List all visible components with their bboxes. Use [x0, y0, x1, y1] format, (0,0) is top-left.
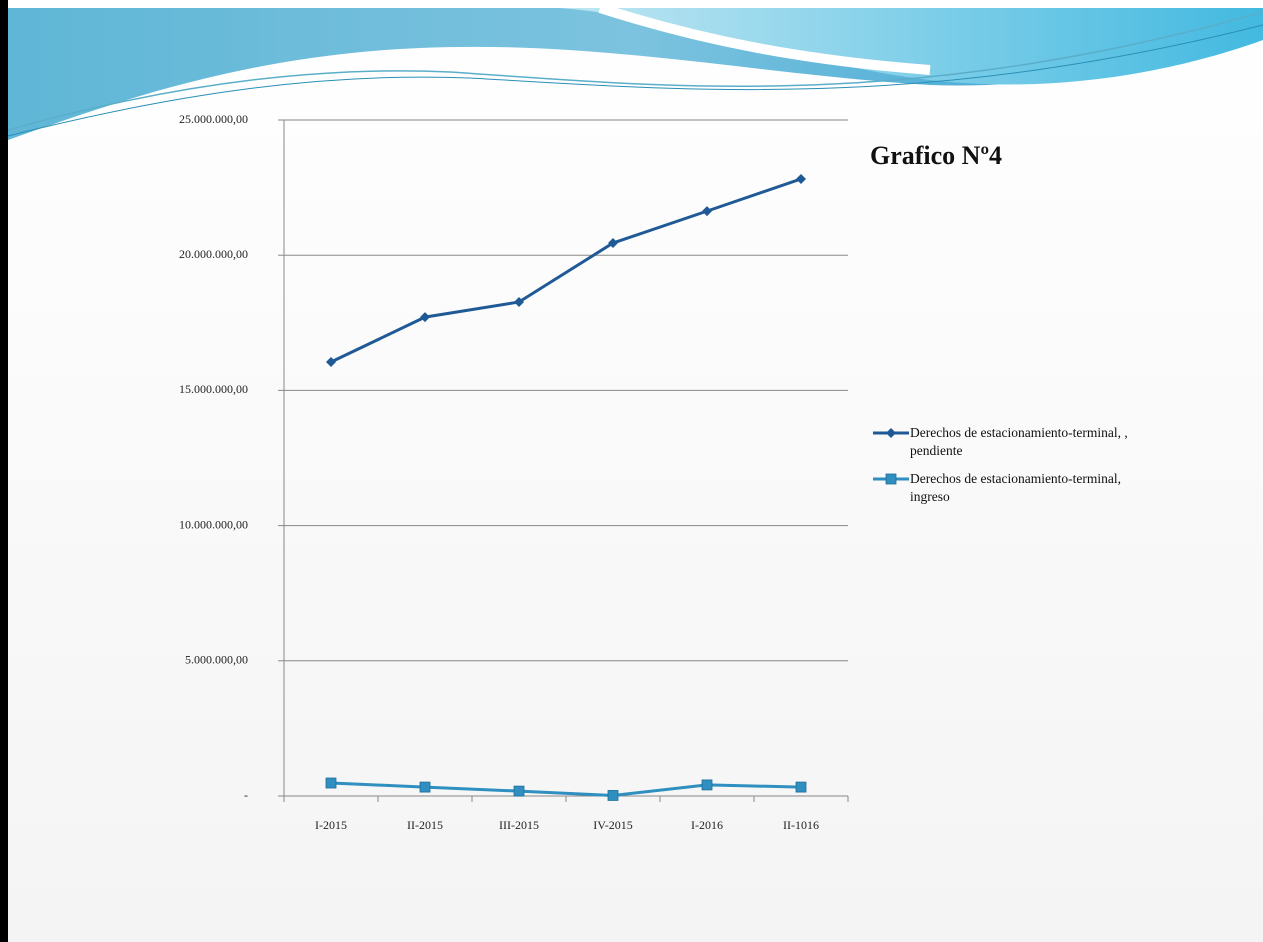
x-tick-label: III-2015 [499, 818, 539, 832]
legend-swatch [873, 473, 909, 485]
chart-title: Grafico Nº4 [870, 141, 1002, 170]
legend-item: Derechos de estacionamiento-terminal, in… [872, 470, 1162, 506]
y-tick-label: 25.000.000,00 [179, 112, 248, 126]
marker [885, 473, 897, 485]
x-tick-label: II-1016 [783, 818, 819, 832]
y-tick-label: 15.000.000,00 [179, 382, 248, 396]
border [0, 0, 8, 942]
x-tick-label: I-2016 [691, 818, 723, 832]
legend-label: Derechos de estacionamiento-terminal, in… [910, 471, 1122, 504]
marker [796, 173, 806, 184]
marker [701, 779, 713, 791]
legend: Derechos de estacionamiento-terminal, , … [872, 424, 1162, 516]
marker [886, 428, 896, 438]
marker [325, 777, 337, 789]
marker [514, 296, 524, 307]
series-line [330, 177, 802, 364]
wave [598, 3, 931, 75]
marker [702, 206, 712, 217]
marker [608, 238, 618, 249]
legend-swatch [873, 428, 909, 438]
legend-label: Derechos de estacionamiento-terminal, , … [910, 425, 1128, 458]
wave-line [7, 24, 1263, 137]
wave-line [7, 11, 1263, 131]
marker [420, 312, 430, 323]
x-tick-label: I-2015 [315, 818, 347, 832]
x-tick-label: II-2015 [407, 818, 443, 832]
legend-item: Derechos de estacionamiento-terminal, , … [872, 424, 1162, 460]
y-tick-label: 5.000.000,00 [185, 653, 248, 667]
marker [326, 357, 336, 368]
x-tick-label: IV-2015 [593, 818, 633, 832]
y-tick-label: 20.000.000,00 [179, 247, 248, 261]
marker [419, 781, 431, 793]
y-tick-label: 10.000.000,00 [179, 517, 248, 531]
wave [560, 8, 1263, 85]
marker [607, 790, 619, 801]
series-line [330, 781, 802, 797]
y-tick-label: - [244, 788, 248, 802]
marker [513, 785, 525, 797]
marker [795, 781, 807, 793]
